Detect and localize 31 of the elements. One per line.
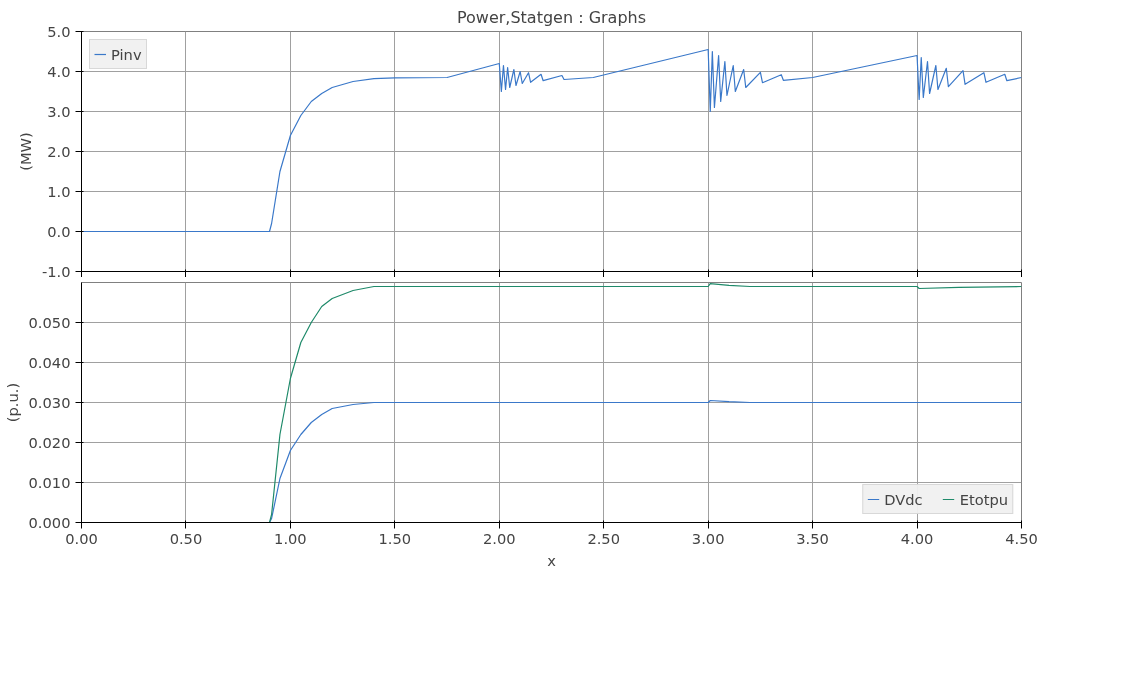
y-tick-label: 2.0	[47, 142, 71, 160]
y-tick-label: -1.0	[41, 262, 71, 280]
x-tick-label: 2.50	[587, 529, 621, 547]
y-tick-label: 0.000	[28, 513, 71, 531]
x-axis-title: x	[547, 551, 557, 569]
x-tick-label: 2.00	[482, 529, 516, 547]
y-tick-label: 0.010	[28, 473, 71, 491]
y-tick-label: 0.050	[28, 313, 71, 331]
x-tick-label: 3.50	[796, 529, 829, 547]
x-tick-label: 0.50	[169, 529, 203, 547]
chart-title: Power,Statgen : Graphs	[456, 7, 647, 27]
y-tick-label: 3.0	[47, 102, 71, 120]
x-tick-label: 0.00	[65, 529, 98, 547]
y-tick-label: 0.020	[28, 433, 71, 451]
x-tick-label: 4.50	[1005, 529, 1038, 547]
y-tick-label: 5.0	[47, 22, 71, 40]
x-tick-label: 1.00	[274, 529, 307, 547]
y-tick-label: 0.0	[47, 222, 71, 240]
x-tick-label: 4.00	[900, 529, 934, 547]
y-tick-label: 0.030	[28, 393, 71, 411]
legend-label: Pinv	[111, 45, 142, 63]
x-tick-label: 1.50	[378, 529, 412, 547]
y-tick-label: 4.0	[47, 62, 71, 80]
line-series	[81, 48, 1022, 233]
y-axis-title: (MW)	[16, 132, 34, 171]
y-axis-title: (p.u.)	[3, 382, 21, 423]
y-tick-label: 0.040	[28, 353, 71, 371]
legend-label: Etotpu	[959, 490, 1008, 508]
legend-label: DVdc	[884, 490, 923, 508]
y-tick-label: 1.0	[47, 182, 71, 200]
x-tick-label: 3.00	[691, 529, 725, 547]
